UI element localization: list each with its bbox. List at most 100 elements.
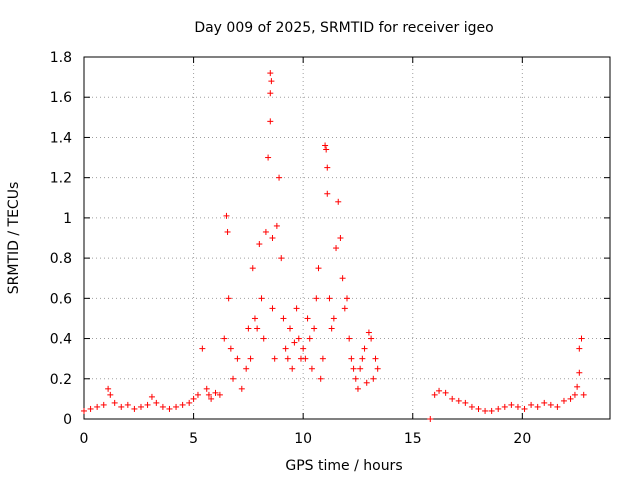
data-point bbox=[528, 401, 535, 408]
data-point bbox=[271, 355, 278, 362]
data-point bbox=[368, 335, 375, 342]
y-tick-label: 1.6 bbox=[50, 90, 72, 106]
data-point bbox=[221, 335, 228, 342]
data-point bbox=[333, 245, 340, 252]
data-point bbox=[230, 375, 237, 382]
data-point bbox=[330, 315, 337, 322]
data-point bbox=[100, 401, 107, 408]
data-point bbox=[427, 416, 434, 422]
data-point bbox=[462, 399, 469, 406]
x-tick-label: 15 bbox=[404, 431, 422, 447]
data-point bbox=[300, 345, 307, 352]
data-point bbox=[308, 365, 315, 372]
data-point bbox=[514, 403, 521, 410]
data-point bbox=[166, 405, 173, 412]
data-point bbox=[249, 265, 256, 272]
data-point bbox=[105, 385, 112, 392]
data-point bbox=[302, 355, 309, 362]
data-point bbox=[291, 339, 298, 346]
data-point bbox=[289, 365, 296, 372]
data-point bbox=[576, 345, 583, 352]
data-point bbox=[107, 391, 114, 398]
data-point bbox=[436, 387, 443, 394]
data-point bbox=[374, 365, 381, 372]
data-point bbox=[238, 385, 245, 392]
x-tick-label: 5 bbox=[189, 431, 198, 447]
data-point bbox=[311, 325, 318, 332]
data-point bbox=[223, 212, 230, 219]
data-point bbox=[431, 391, 438, 398]
data-point bbox=[541, 399, 548, 406]
data-point bbox=[131, 405, 138, 412]
data-point bbox=[576, 369, 583, 376]
data-point bbox=[276, 174, 283, 181]
data-point bbox=[578, 335, 585, 342]
x-tick-label: 20 bbox=[513, 431, 531, 447]
data-point bbox=[190, 395, 197, 402]
data-point bbox=[482, 407, 489, 414]
data-point bbox=[455, 397, 462, 404]
data-point bbox=[245, 325, 252, 332]
data-point bbox=[350, 365, 357, 372]
axis-ticks: 0 0.2 0.4 0.6 0.8 1 1.2 1.4 1.6 1.8 0 5 10 15 20 bbox=[50, 50, 610, 447]
data-point bbox=[280, 315, 287, 322]
data-point bbox=[267, 118, 274, 125]
data-point bbox=[554, 403, 561, 410]
data-point bbox=[278, 255, 285, 262]
data-point bbox=[488, 407, 495, 414]
data-point bbox=[348, 355, 355, 362]
data-point bbox=[328, 325, 335, 332]
data-point bbox=[323, 146, 330, 153]
data-point bbox=[495, 405, 502, 412]
data-point bbox=[247, 355, 254, 362]
grid-lines bbox=[84, 57, 610, 419]
data-point bbox=[354, 385, 361, 392]
data-point bbox=[265, 154, 272, 161]
data-point bbox=[304, 315, 311, 322]
data-point bbox=[258, 295, 265, 302]
data-point bbox=[521, 405, 528, 412]
data-points bbox=[81, 70, 587, 422]
data-point bbox=[269, 305, 276, 312]
data-point bbox=[87, 405, 94, 412]
plot-frame bbox=[83, 56, 611, 420]
data-point bbox=[94, 403, 101, 410]
data-point bbox=[442, 389, 449, 396]
data-point bbox=[322, 142, 329, 149]
data-point bbox=[144, 401, 151, 408]
data-point bbox=[216, 391, 223, 398]
data-point bbox=[273, 222, 280, 229]
y-tick-label: 1.2 bbox=[50, 171, 72, 187]
data-point bbox=[363, 379, 370, 386]
data-point bbox=[186, 399, 193, 406]
data-point bbox=[179, 401, 186, 408]
data-point bbox=[212, 389, 219, 396]
data-point bbox=[269, 235, 276, 241]
data-point bbox=[313, 295, 320, 302]
data-point bbox=[319, 355, 326, 362]
data-point bbox=[339, 275, 346, 282]
data-point bbox=[267, 90, 274, 97]
data-point bbox=[282, 345, 289, 352]
data-point bbox=[293, 305, 300, 312]
data-point bbox=[227, 345, 234, 352]
data-point bbox=[111, 399, 118, 406]
data-point bbox=[256, 241, 263, 248]
data-point bbox=[153, 399, 160, 406]
data-point bbox=[344, 295, 350, 302]
data-point bbox=[148, 393, 155, 400]
data-point bbox=[208, 395, 215, 402]
x-tick-label: 10 bbox=[294, 431, 312, 447]
data-point bbox=[267, 70, 274, 77]
data-point bbox=[268, 78, 275, 85]
data-point bbox=[81, 407, 87, 414]
data-point bbox=[534, 403, 541, 410]
x-tick-label: 0 bbox=[80, 431, 89, 447]
data-point bbox=[365, 329, 372, 336]
data-point bbox=[501, 403, 508, 410]
data-point bbox=[243, 365, 250, 372]
data-point bbox=[341, 305, 348, 312]
data-point bbox=[449, 395, 456, 402]
data-point bbox=[326, 295, 333, 302]
data-point bbox=[372, 355, 379, 362]
